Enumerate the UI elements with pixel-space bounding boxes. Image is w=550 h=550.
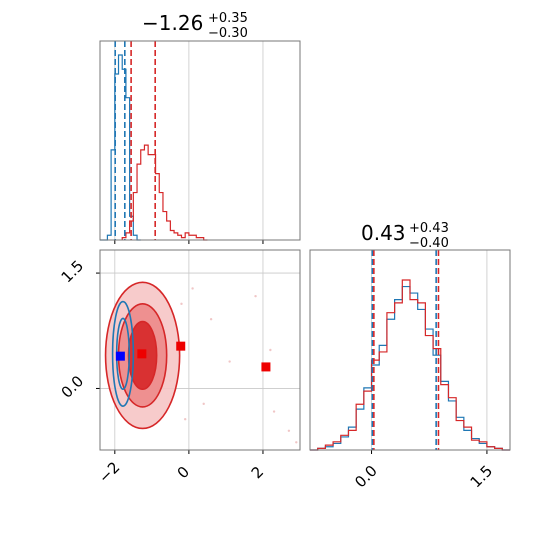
contour-scatter-point-10 bbox=[191, 287, 194, 290]
contour-frame bbox=[99, 249, 301, 451]
contour-scatter-point-1 bbox=[209, 318, 213, 321]
truth-marker-0 bbox=[115, 351, 125, 361]
bottom-right-title-plus: +0.43 bbox=[409, 221, 449, 236]
bottom-right-title-value: 0.43 bbox=[361, 221, 406, 245]
top-left-hist-series-1 bbox=[121, 144, 208, 241]
contour-ytick-label-1: 1.5 bbox=[58, 257, 88, 287]
bottom-right-title-minus: −0.40 bbox=[409, 236, 449, 251]
contour-ytick-label-0: 0.0 bbox=[58, 372, 88, 402]
contour-scatter-point-9 bbox=[269, 348, 272, 352]
contour-scatter-point-6 bbox=[202, 402, 205, 406]
contour-panel-bottom-left: −2 0 2 0.0 1.5 bbox=[58, 249, 301, 487]
contour-xtick-label-1: 0 bbox=[174, 463, 193, 482]
bottom-right-hist-series-0 bbox=[310, 285, 510, 451]
contour-scatter-point-4 bbox=[287, 429, 291, 432]
bottom-right-xtick-label-1: 1.5 bbox=[467, 462, 497, 492]
truth-marker-1 bbox=[137, 349, 147, 359]
top-left-title-value: −1.26 bbox=[142, 11, 203, 35]
contour-scatter-point-2 bbox=[254, 294, 257, 298]
histogram-panel-top-left: −1.26 +0.35 −0.30 bbox=[99, 11, 301, 244]
contour-scatter-point-11 bbox=[183, 418, 187, 421]
contour-scatter-point-5 bbox=[295, 441, 298, 444]
contour-scatter-point-8 bbox=[228, 360, 231, 363]
contour-xtick-label-2: 2 bbox=[248, 463, 267, 482]
bottom-right-hist-series-1 bbox=[310, 279, 510, 451]
contour-scatter-point-3 bbox=[272, 410, 276, 413]
top-left-hist-series-0 bbox=[100, 54, 141, 241]
histogram-panel-bottom-right: 0.43 +0.43 −0.40 0.0 1.5 bbox=[309, 221, 511, 492]
top-left-title-minus: −0.30 bbox=[208, 26, 248, 41]
top-left-frame bbox=[99, 40, 301, 241]
truth-marker-2 bbox=[176, 341, 186, 351]
truth-marker-3 bbox=[261, 362, 271, 372]
contour-xtick-label-0: −2 bbox=[95, 458, 123, 486]
bottom-right-xtick-label-0: 0.0 bbox=[351, 462, 381, 492]
contour-1-level-0 bbox=[111, 300, 135, 407]
top-left-title-plus: +0.35 bbox=[208, 11, 248, 26]
bottom-right-frame bbox=[309, 249, 511, 451]
contour-scatter-point-0 bbox=[180, 302, 183, 306]
